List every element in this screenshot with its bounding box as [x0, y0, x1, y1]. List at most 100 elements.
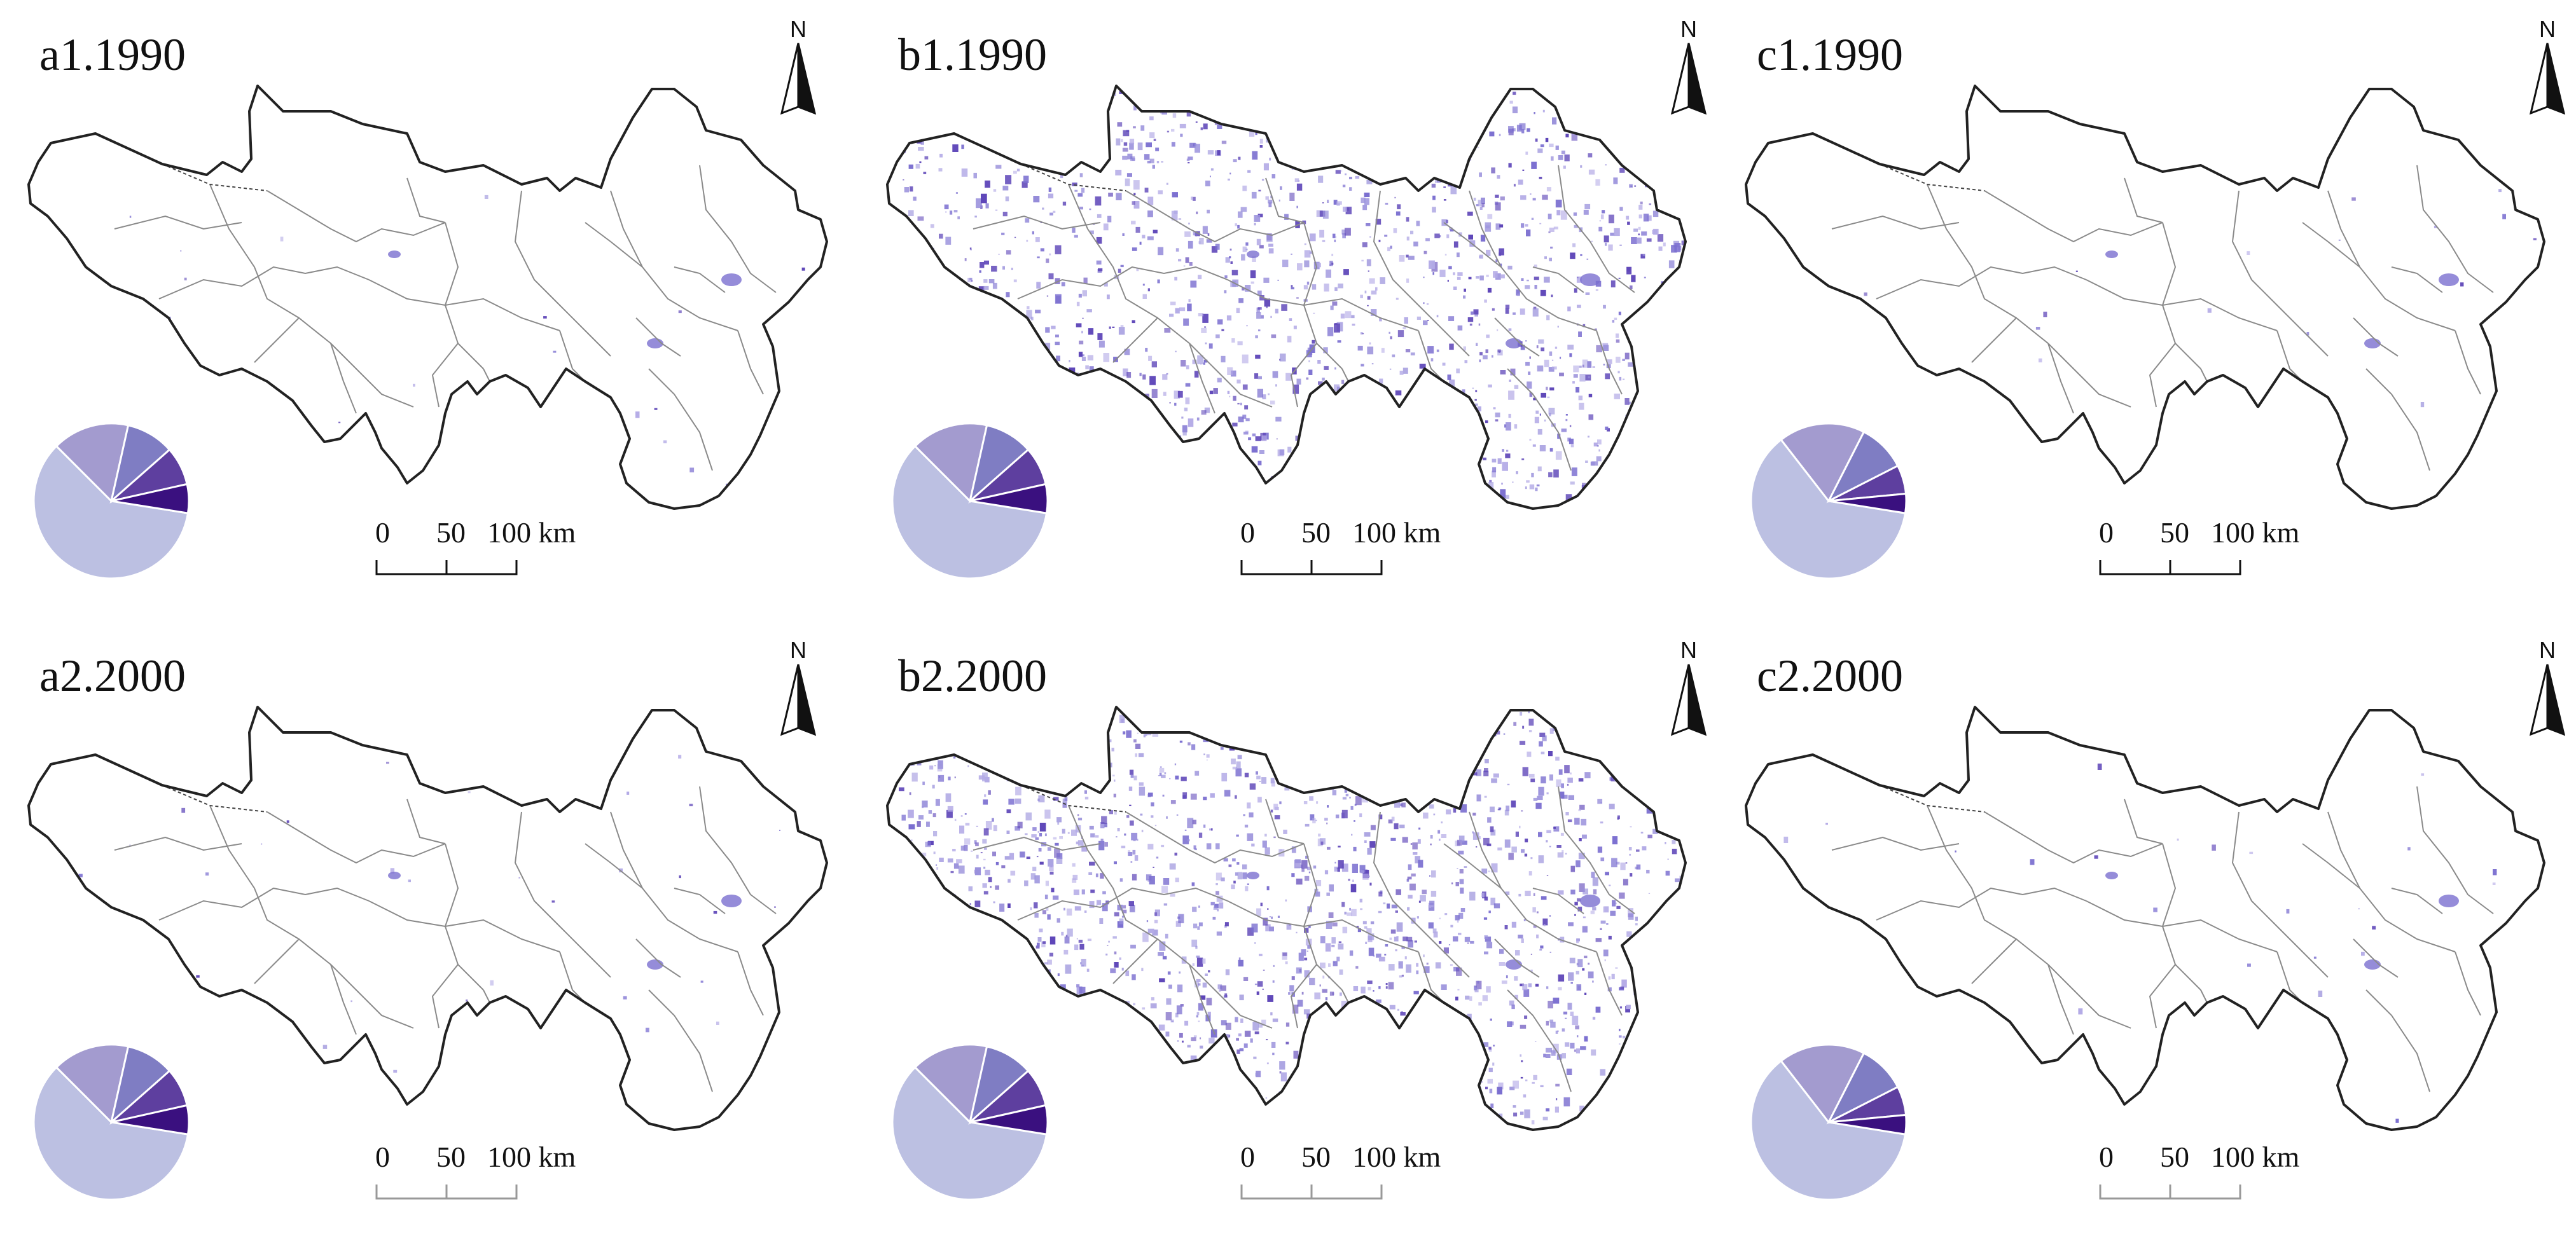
- land-patch: [1582, 916, 1586, 919]
- land-patch: [1556, 845, 1562, 848]
- land-patch: [1099, 110, 1105, 117]
- land-patch: [1261, 315, 1264, 319]
- land-patch: [1238, 156, 1241, 160]
- land-patch: [1029, 381, 1034, 388]
- land-patch: [1261, 501, 1268, 508]
- land-patch: [1380, 1047, 1386, 1055]
- district-boundary: [1017, 266, 1228, 299]
- land-patch: [1621, 979, 1627, 988]
- land-patch: [1646, 1088, 1653, 1094]
- land-patch: [1310, 445, 1312, 447]
- land-patch: [952, 849, 956, 852]
- land-patch: [1037, 937, 1042, 942]
- district-boundary: [114, 215, 242, 230]
- land-patch: [990, 352, 995, 359]
- land-patch: [1274, 815, 1280, 820]
- land-patch: [1404, 956, 1407, 959]
- land-patch: [1243, 1106, 1245, 1109]
- land-patch: [1339, 772, 1345, 776]
- land-patch: [1097, 900, 1102, 905]
- land-patch: [1348, 387, 1352, 390]
- land-patch: [1063, 764, 1067, 769]
- land-patch: [1363, 1005, 1369, 1013]
- land-patch: [1055, 245, 1062, 254]
- land-patch: [1238, 957, 1241, 960]
- land-patch: [1151, 997, 1154, 1001]
- land-patch: [1178, 218, 1182, 220]
- land-patch: [1299, 750, 1301, 752]
- land-patch: [1304, 928, 1309, 933]
- land-patch: [1182, 835, 1189, 844]
- land-patch: [1457, 252, 1460, 258]
- land-patch: [1406, 217, 1409, 222]
- land-patch: [1667, 321, 1670, 324]
- land-patch: [1196, 958, 1203, 967]
- land-patch: [1299, 969, 1302, 973]
- land-patch: [1600, 928, 1602, 930]
- land-patch: [1075, 1048, 1079, 1054]
- land-patch: [974, 216, 977, 218]
- land-patch: [1490, 826, 1494, 832]
- land-patch: [1332, 399, 1336, 402]
- land-patch: [925, 353, 931, 357]
- land-patch: [1227, 367, 1233, 375]
- land-patch: [1522, 725, 1525, 729]
- land-patch: [1346, 394, 1351, 399]
- land-patch: [2247, 251, 2250, 255]
- land-patch: [1034, 875, 1040, 884]
- land-patch: [1626, 216, 1630, 220]
- land-patch: [1562, 794, 1568, 799]
- land-patch: [1191, 196, 1193, 200]
- land-patch: [1626, 1005, 1631, 1010]
- land-patch: [1159, 773, 1162, 776]
- dashed-boundary: [1020, 163, 1126, 191]
- land-patch: [1544, 359, 1549, 367]
- land-patch: [1668, 351, 1673, 357]
- land-patch: [1635, 337, 1642, 347]
- land-patch: [1269, 926, 1274, 931]
- land-patch: [918, 147, 924, 151]
- land-patch: [1195, 945, 1198, 949]
- land-patch: [1205, 973, 1208, 976]
- land-patch: [1152, 165, 1155, 169]
- land-patch: [1481, 197, 1485, 204]
- land-patch: [1347, 715, 1351, 719]
- land-patch: [1481, 869, 1488, 874]
- land-patch: [1332, 500, 1338, 505]
- land-patch: [972, 944, 979, 949]
- land-patch: [983, 279, 988, 283]
- land-patch: [1251, 843, 1255, 847]
- scale-bar: 0 50 100 km: [1240, 518, 1441, 575]
- land-patch: [1088, 756, 1092, 764]
- land-patch: [1391, 904, 1397, 909]
- land-patch: [1619, 244, 1622, 246]
- land-patch: [1331, 1092, 1337, 1100]
- land-patch: [1368, 1045, 1375, 1052]
- land-patch: [1578, 395, 1583, 401]
- land-patch: [927, 752, 932, 755]
- north-label: N: [790, 16, 807, 42]
- land-patch: [1008, 938, 1011, 941]
- land-patch: [1592, 366, 1595, 368]
- land-patch: [1067, 832, 1070, 834]
- land-patch: [976, 1019, 980, 1025]
- land-patch: [1418, 121, 1422, 126]
- land-patch: [1279, 449, 1285, 455]
- land-patch: [1074, 774, 1076, 777]
- land-patch: [1549, 351, 1553, 356]
- land-patch: [663, 440, 667, 444]
- district-boundary: [1373, 190, 1470, 357]
- scale-line: [375, 560, 518, 575]
- district-boundary: [158, 887, 370, 921]
- land-patch: [1136, 415, 1139, 417]
- land-patch: [1574, 500, 1579, 507]
- land-patch: [1122, 233, 1125, 236]
- land-patch: [1399, 803, 1402, 807]
- land-patch: [1090, 889, 1095, 893]
- land-patch: [1495, 259, 1498, 263]
- district-boundary: [2391, 888, 2443, 914]
- land-patch: [1084, 790, 1087, 794]
- land-patch: [1462, 1034, 1465, 1038]
- land-patch: [1474, 1109, 1479, 1116]
- land-patch: [1137, 839, 1139, 841]
